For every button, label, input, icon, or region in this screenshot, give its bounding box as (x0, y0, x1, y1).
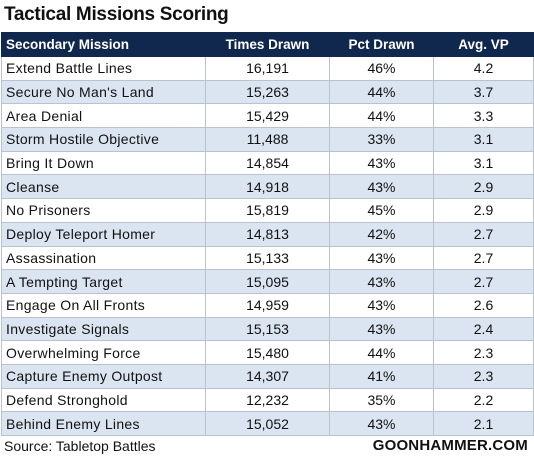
header-times-drawn: Times Drawn (205, 32, 330, 57)
times-drawn-cell: 15,480 (205, 340, 330, 365)
times-drawn-cell: 15,133 (205, 245, 330, 271)
table-row: Defend Stronghold 12,232 35% 2.2 (1, 387, 534, 413)
mission-name-cell: Defend Stronghold (1, 387, 206, 413)
mission-name-cell: Engage On All Fronts (1, 292, 206, 318)
avg-vp-cell: 2.9 (433, 198, 534, 223)
times-drawn-cell: 12,232 (205, 387, 330, 413)
header-secondary-mission: Secondary Mission (1, 32, 206, 57)
avg-vp-cell: 2.3 (433, 363, 534, 389)
pct-drawn-cell: 44% (329, 79, 434, 105)
mission-name-cell: Secure No Man's Land (1, 79, 206, 105)
header-row: Secondary Mission Times Drawn Pct Drawn … (1, 32, 534, 57)
times-drawn-cell: 15,052 (205, 411, 330, 436)
times-drawn-cell: 14,959 (205, 292, 330, 318)
table-title: Tactical Missions Scoring (4, 4, 229, 25)
times-drawn-cell: 15,819 (205, 198, 330, 223)
pct-drawn-cell: 45% (329, 198, 434, 223)
pct-drawn-cell: 46% (329, 56, 434, 81)
times-drawn-cell: 15,263 (205, 79, 330, 105)
table-row: Extend Battle Lines 16,191 46% 4.2 (1, 56, 534, 81)
table-row: Storm Hostile Objective 11,488 33% 3.1 (1, 127, 534, 152)
mission-name-cell: Extend Battle Lines (1, 56, 206, 81)
pct-drawn-cell: 43% (329, 411, 434, 436)
times-drawn-cell: 14,918 (205, 174, 330, 200)
avg-vp-cell: 2.9 (433, 174, 534, 200)
avg-vp-cell: 4.2 (433, 56, 534, 81)
missions-table: Secondary Mission Times Drawn Pct Drawn … (1, 32, 534, 436)
times-drawn-cell: 11,488 (205, 127, 330, 152)
pct-drawn-cell: 43% (329, 174, 434, 200)
avg-vp-cell: 2.2 (433, 387, 534, 413)
pct-drawn-cell: 42% (329, 221, 434, 247)
times-drawn-cell: 14,854 (205, 150, 330, 176)
table-row: Behind Enemy Lines 15,052 43% 2.1 (1, 411, 534, 436)
mission-name-cell: Storm Hostile Objective (1, 127, 206, 152)
mission-name-cell: Cleanse (1, 174, 206, 200)
times-drawn-cell: 14,307 (205, 363, 330, 389)
table-row: Secure No Man's Land 15,263 44% 3.7 (1, 79, 534, 105)
pct-drawn-cell: 43% (329, 269, 434, 294)
table-row: Area Denial 15,429 44% 3.3 (1, 103, 534, 129)
pct-drawn-cell: 43% (329, 292, 434, 318)
mission-name-cell: Deploy Teleport Homer (1, 221, 206, 247)
header-pct-drawn: Pct Drawn (329, 32, 434, 57)
avg-vp-cell: 3.7 (433, 79, 534, 105)
avg-vp-cell: 2.3 (433, 340, 534, 365)
table-row: Bring It Down 14,854 43% 3.1 (1, 150, 534, 176)
times-drawn-cell: 15,095 (205, 269, 330, 294)
mission-name-cell: No Prisoners (1, 198, 206, 223)
times-drawn-cell: 16,191 (205, 56, 330, 81)
avg-vp-cell: 2.7 (433, 245, 534, 271)
avg-vp-cell: 2.7 (433, 221, 534, 247)
times-drawn-cell: 15,429 (205, 103, 330, 129)
avg-vp-cell: 2.1 (433, 411, 534, 436)
avg-vp-cell: 3.1 (433, 127, 534, 152)
mission-name-cell: Investigate Signals (1, 316, 206, 342)
mission-name-cell: Area Denial (1, 103, 206, 129)
avg-vp-cell: 2.6 (433, 292, 534, 318)
avg-vp-cell: 3.3 (433, 103, 534, 129)
pct-drawn-cell: 43% (329, 150, 434, 176)
mission-name-cell: Capture Enemy Outpost (1, 363, 206, 389)
table-row: Capture Enemy Outpost 14,307 41% 2.3 (1, 363, 534, 389)
mission-name-cell: A Tempting Target (1, 269, 206, 294)
site-credit: GOONHAMMER.COM (372, 437, 528, 454)
table-row: Overwhelming Force 15,480 44% 2.3 (1, 340, 534, 365)
source-note: Source: Tabletop Battles (4, 438, 156, 454)
table-row: Deploy Teleport Homer 14,813 42% 2.7 (1, 221, 534, 247)
avg-vp-cell: 2.4 (433, 316, 534, 342)
times-drawn-cell: 15,153 (205, 316, 330, 342)
mission-name-cell: Assassination (1, 245, 206, 271)
times-drawn-cell: 14,813 (205, 221, 330, 247)
mission-name-cell: Overwhelming Force (1, 340, 206, 365)
header-avg-vp: Avg. VP (433, 32, 534, 57)
table-row: Investigate Signals 15,153 43% 2.4 (1, 316, 534, 342)
avg-vp-cell: 3.1 (433, 150, 534, 176)
pct-drawn-cell: 44% (329, 103, 434, 129)
pct-drawn-cell: 35% (329, 387, 434, 413)
pct-drawn-cell: 44% (329, 340, 434, 365)
mission-name-cell: Behind Enemy Lines (1, 411, 206, 436)
pct-drawn-cell: 33% (329, 127, 434, 152)
pct-drawn-cell: 41% (329, 363, 434, 389)
mission-name-cell: Bring It Down (1, 150, 206, 176)
table-body: Extend Battle Lines 16,191 46% 4.2 Secure No… (1, 56, 534, 436)
pct-drawn-cell: 43% (329, 316, 434, 342)
table-row: No Prisoners 15,819 45% 2.9 (1, 198, 534, 223)
table-row: Assassination 15,133 43% 2.7 (1, 245, 534, 271)
table-row: Cleanse 14,918 43% 2.9 (1, 174, 534, 200)
pct-drawn-cell: 43% (329, 245, 434, 271)
table-row: Engage On All Fronts 14,959 43% 2.6 (1, 292, 534, 318)
avg-vp-cell: 2.7 (433, 269, 534, 294)
table-row: A Tempting Target 15,095 43% 2.7 (1, 269, 534, 294)
